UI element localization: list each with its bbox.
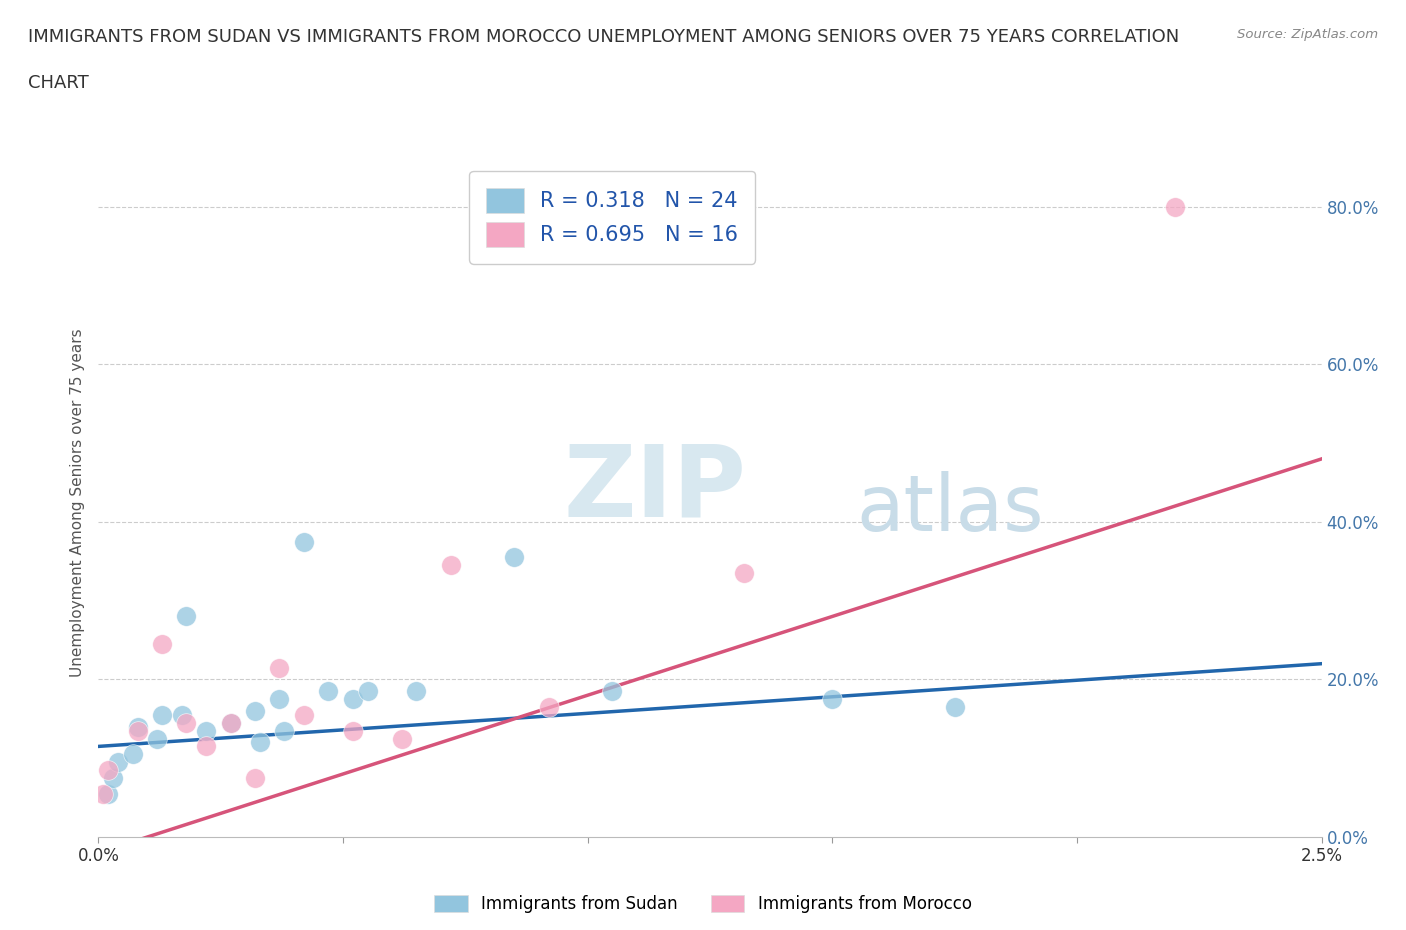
Point (405, 684, 427, 698)
Point (342, 692, 364, 707)
Point (195, 739, 218, 754)
Point (356, 684, 378, 698)
Point (503, 550, 526, 565)
Point (107, 755, 129, 770)
Text: Source: ZipAtlas.com: Source: ZipAtlas.com (1237, 28, 1378, 41)
Point (170, 708, 193, 723)
Point (243, 703, 266, 718)
Point (127, 724, 149, 738)
Point (150, 636, 173, 651)
Point (219, 715, 242, 730)
Point (219, 715, 242, 730)
Point (391, 731, 413, 746)
Point (600, 684, 623, 698)
Point (292, 534, 315, 549)
Point (249, 735, 271, 750)
Point (91, 786, 114, 801)
Point (121, 747, 143, 762)
Text: CHART: CHART (28, 74, 89, 92)
Point (537, 699, 560, 714)
Point (440, 558, 463, 573)
Point (269, 692, 291, 707)
Point (273, 724, 295, 738)
Text: atlas: atlas (856, 471, 1045, 547)
Point (821, 692, 844, 707)
Point (292, 708, 315, 723)
Point (269, 660, 291, 675)
Legend: Immigrants from Sudan, Immigrants from Morocco: Immigrants from Sudan, Immigrants from M… (426, 887, 980, 922)
Point (342, 724, 364, 738)
Point (318, 684, 340, 698)
Point (97, 786, 120, 801)
Y-axis label: Unemployment Among Seniors over 75 years: Unemployment Among Seniors over 75 years (70, 328, 86, 676)
Point (146, 731, 169, 746)
Text: IMMIGRANTS FROM SUDAN VS IMMIGRANTS FROM MOROCCO UNEMPLOYMENT AMONG SENIORS OVER: IMMIGRANTS FROM SUDAN VS IMMIGRANTS FROM… (28, 28, 1180, 46)
Point (150, 708, 173, 723)
Text: ZIP: ZIP (564, 440, 747, 538)
Point (127, 719, 149, 734)
Point (733, 565, 755, 580)
Point (943, 699, 966, 714)
Point (101, 770, 124, 785)
Point (1164, 199, 1187, 214)
Point (176, 715, 198, 730)
Point (97, 763, 120, 777)
Legend: R = 0.318   N = 24, R = 0.695   N = 16: R = 0.318 N = 24, R = 0.695 N = 16 (470, 171, 755, 263)
Point (243, 770, 266, 785)
Point (176, 609, 198, 624)
Point (195, 724, 218, 738)
